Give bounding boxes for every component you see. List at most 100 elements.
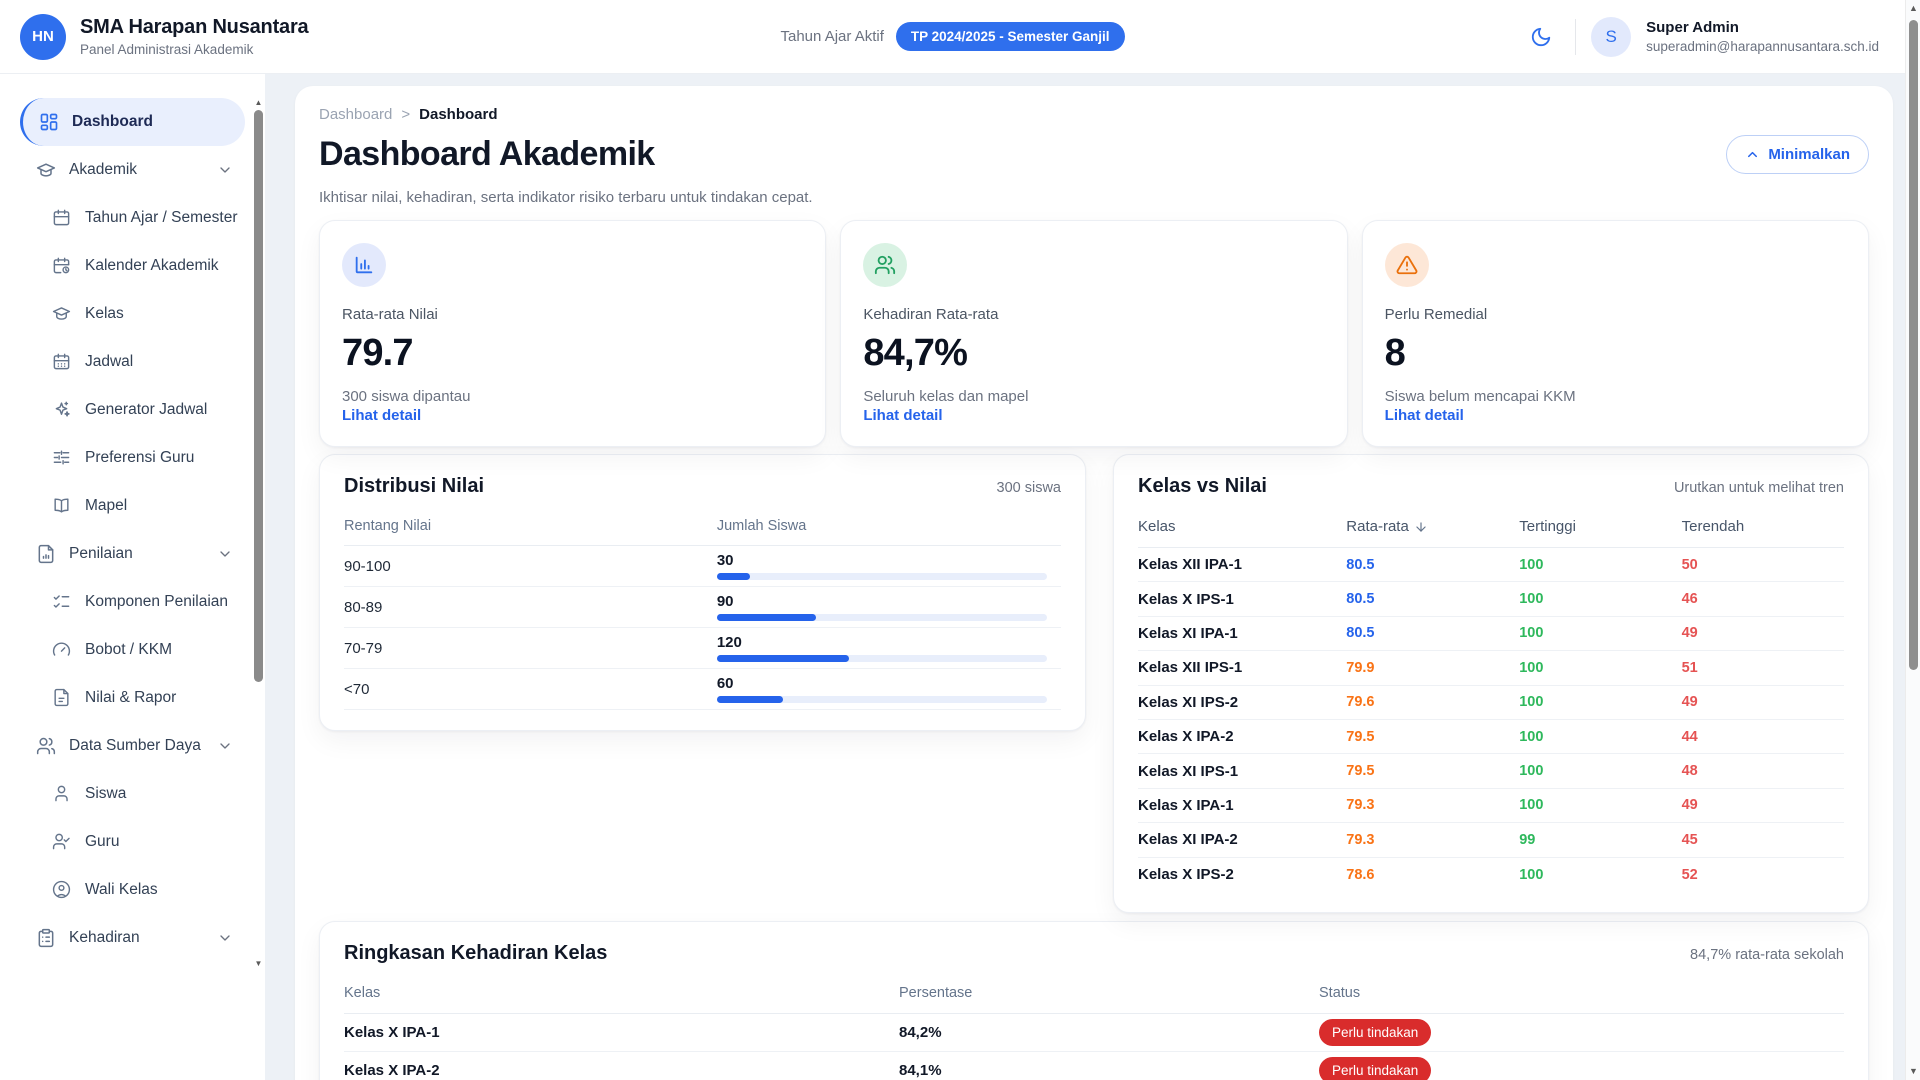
- user-circle-icon: [52, 880, 72, 900]
- sidebar-item-jadwal[interactable]: Jadwal: [20, 338, 245, 386]
- sidebar-item-bobot-kkm[interactable]: Bobot / KKM: [20, 626, 245, 674]
- users-icon: [863, 243, 908, 287]
- table-row: Kelas X IPA-2 84,1% Perlu tindakan: [344, 1052, 1844, 1080]
- user-info[interactable]: Super Admin superadmin@harapannusantara.…: [1646, 19, 1879, 54]
- window-scrollbar-thumb[interactable]: [1909, 20, 1918, 670]
- sidebar-item-guru[interactable]: Guru: [20, 818, 245, 866]
- active-year-label: Tahun Ajar Aktif: [780, 28, 884, 45]
- sidebar-group-kehadiran[interactable]: Kehadiran: [20, 914, 245, 962]
- sidebar-group-label: Data Sumber Daya: [69, 737, 201, 754]
- school-identity: SMA Harapan Nusantara Panel Administrasi…: [80, 16, 309, 57]
- lihat-detail-link[interactable]: Lihat detail: [863, 407, 943, 424]
- table-row: Kelas XI IPS-2 79.6 100 49: [1138, 686, 1844, 720]
- bar-fill: [716, 613, 816, 621]
- stat-value: 8: [1384, 332, 1406, 374]
- count-value: 120: [716, 633, 742, 651]
- breadcrumb-current: Dashboard: [419, 106, 498, 123]
- count-value: 30: [716, 551, 734, 569]
- table-row: Kelas X IPA-2 79.5 100 44: [1138, 720, 1844, 755]
- table-row: Kelas XI IPA-1 80.5 100 49: [1138, 617, 1844, 652]
- column-header-terendah[interactable]: Terendah: [1681, 518, 1745, 535]
- kelas-vs-nilai-panel: Kelas vs Nilai Urutkan untuk melihat tre…: [1113, 454, 1869, 913]
- clipboard-list-icon: [36, 928, 56, 948]
- count-value: 60: [716, 674, 734, 692]
- sidebar-scrollbar[interactable]: ▲ ▼: [252, 74, 265, 1080]
- sidebar-item-kelas[interactable]: Kelas: [20, 290, 245, 338]
- window-scrollbar[interactable]: ▲ ▼: [1905, 0, 1920, 1080]
- kelas-nilai-table: Kelas Rata-rata Tertinggi Terendah Kelas…: [1138, 512, 1844, 892]
- sidebar-item-label: Bobot / KKM: [85, 641, 173, 658]
- school-logo: HN: [20, 13, 66, 60]
- sidebar-item-mapel[interactable]: Mapel: [20, 482, 245, 530]
- sidebar: Dashboard Akademik Tahun Ajar / Semester…: [0, 74, 265, 1080]
- sidebar-item-label: Wali Kelas: [85, 881, 158, 898]
- chevron-down-icon: [217, 738, 233, 754]
- column-header-rata-rata[interactable]: Rata-rata: [1346, 518, 1519, 535]
- bar-track: [716, 654, 1048, 662]
- distribusi-table: Rentang Nilai Jumlah Siswa 90-100 30 80-…: [344, 510, 1061, 710]
- sidebar-item-nilai-rapor[interactable]: Nilai & Rapor: [20, 674, 245, 722]
- sidebar-group-akademik[interactable]: Akademik: [20, 146, 245, 194]
- breadcrumb-root[interactable]: Dashboard: [319, 106, 393, 123]
- breadcrumb: Dashboard > Dashboard: [319, 106, 1869, 123]
- scroll-down-arrow-icon[interactable]: ▼: [1909, 1066, 1918, 1076]
- bar-chart-icon: [342, 243, 386, 287]
- sidebar-item-label: Mapel: [85, 497, 128, 514]
- bar-track: [716, 572, 1048, 580]
- sidebar-item-wali-kelas[interactable]: Wali Kelas: [20, 866, 245, 914]
- scroll-down-arrow-icon[interactable]: ▼: [254, 959, 263, 968]
- column-header-kelas[interactable]: Kelas: [1138, 518, 1176, 535]
- sliders-icon: [52, 448, 72, 468]
- stat-caption: Seluruh kelas dan mapel: [863, 388, 1029, 405]
- calendar-icon: [52, 208, 72, 228]
- chevron-down-icon: [217, 162, 233, 178]
- sidebar-item-label: Dashboard: [72, 113, 153, 130]
- lihat-detail-link[interactable]: Lihat detail: [342, 407, 422, 424]
- sidebar-item-label: Generator Jadwal: [85, 401, 208, 418]
- sidebar-item-komponen-penilaian[interactable]: Komponen Penilaian: [20, 578, 245, 626]
- sidebar-item-dashboard[interactable]: Dashboard: [20, 98, 245, 146]
- sidebar-group-penilaian[interactable]: Penilaian: [20, 530, 245, 578]
- chevron-down-icon: [217, 546, 233, 562]
- minimize-button-label: Minimalkan: [1768, 146, 1850, 163]
- dark-mode-toggle[interactable]: [1522, 18, 1560, 56]
- bar-track: [716, 613, 1048, 621]
- sidebar-item-siswa[interactable]: Siswa: [20, 770, 245, 818]
- calendar-days-icon: [52, 352, 72, 372]
- stat-label: Kehadiran Rata-rata: [863, 306, 999, 323]
- stat-card-perlu-remedial: Perlu Remedial 8 Siswa belum mencapai KK…: [1361, 220, 1869, 447]
- book-open-icon: [52, 496, 72, 516]
- user-icon: [52, 784, 72, 804]
- avatar[interactable]: S: [1591, 16, 1632, 57]
- alert-triangle-icon: [1384, 243, 1429, 287]
- page-subtitle: Ikhtisar nilai, kehadiran, serta indikat…: [319, 189, 813, 206]
- chevron-down-icon: [217, 930, 233, 946]
- stat-value: 84,7%: [863, 332, 968, 374]
- sidebar-group-label: Penilaian: [69, 545, 133, 562]
- sidebar-item-preferensi-guru[interactable]: Preferensi Guru: [20, 434, 245, 482]
- sidebar-item-kalender-akademik[interactable]: Kalender Akademik: [20, 242, 245, 290]
- sparkles-icon: [52, 400, 72, 420]
- panel-subtitle: Panel Administrasi Akademik: [80, 42, 254, 57]
- range-label: <70: [344, 680, 370, 698]
- scroll-up-arrow-icon[interactable]: ▲: [1909, 3, 1918, 13]
- count-value: 90: [716, 592, 734, 610]
- sidebar-group-data-sumber-daya[interactable]: Data Sumber Daya: [20, 722, 245, 770]
- sidebar-item-tahun-ajar[interactable]: Tahun Ajar / Semester: [20, 194, 245, 242]
- range-label: 80-89: [344, 598, 383, 616]
- table-row: 70-79 120: [344, 628, 1061, 669]
- table-row: Kelas XI IPA-2 79.3 99 45: [1138, 823, 1844, 858]
- column-header-tertinggi[interactable]: Tertinggi: [1519, 518, 1576, 535]
- scroll-up-arrow-icon[interactable]: ▲: [254, 98, 263, 107]
- user-check-icon: [52, 832, 72, 852]
- school-name: SMA Harapan Nusantara: [80, 16, 309, 38]
- table-row: Kelas X IPA-1 84,2% Perlu tindakan: [344, 1014, 1844, 1052]
- lihat-detail-link[interactable]: Lihat detail: [1384, 407, 1464, 424]
- user-name: Super Admin: [1646, 19, 1739, 36]
- bar-track: [716, 695, 1048, 703]
- sidebar-scrollbar-thumb[interactable]: [254, 110, 263, 682]
- sidebar-item-generator-jadwal[interactable]: Generator Jadwal: [20, 386, 245, 434]
- sidebar-item-label: Jadwal: [85, 353, 134, 370]
- minimize-button[interactable]: Minimalkan: [1726, 135, 1869, 174]
- main-content: Dashboard > Dashboard Dashboard Akademik…: [265, 74, 1905, 1080]
